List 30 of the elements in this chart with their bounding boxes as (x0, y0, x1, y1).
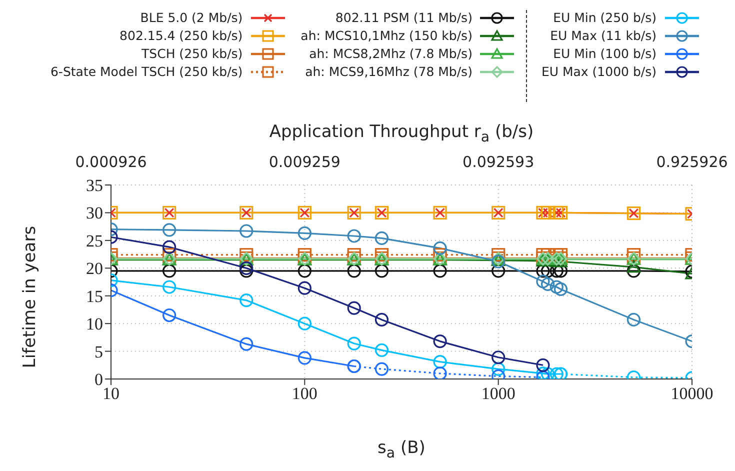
text: 0.000926 (75, 153, 147, 171)
text: 0.009259 (268, 153, 340, 171)
y-tick-label: 35 (86, 176, 103, 196)
x2-axis-title: Application Throughput r$_{a}$ (b/s) (268, 122, 535, 146)
legend-label: EU Min (250 b/s) (553, 10, 656, 25)
legend-label: EU Max (1000 b/s) (541, 64, 656, 79)
x-axis-title: s$_{a}$ (B) (376, 438, 426, 462)
y-tick-label: 5 (94, 342, 103, 362)
x-tick-label: 10000 (670, 384, 714, 404)
legend-label: TSCH (250 kb/s) (142, 46, 243, 61)
legend-label: 6-State Model TSCH (250 kb/s) (50, 64, 243, 79)
y-axis-title: Lifetime in years (20, 226, 40, 368)
x-tick-label: 1000 (481, 384, 516, 404)
y-tick-label: 15 (86, 286, 103, 306)
text: 0.092593 (462, 153, 534, 171)
y-tick-label: 25 (86, 231, 103, 250)
y-tick-label: 20 (86, 259, 103, 278)
legend-label: EU Max (11 kb/s) (550, 28, 656, 43)
legend-label: EU Min (100 b/s) (553, 46, 656, 61)
y-tick-label: 10 (86, 314, 103, 334)
legend-label: ah: MCS8,2Mhz (7.8 Mb/s) (309, 46, 472, 61)
legend-label: ah: MCS10,1Mhz (150 kb/s) (300, 28, 472, 43)
x-tick-label: 100 (292, 384, 318, 404)
legend-label: ah: MCS9,16Mhz (78 Mb/s) (305, 64, 472, 79)
legend-label: 802.15.4 (250 kb/s) (120, 28, 243, 43)
text: 0.925926 (656, 153, 728, 171)
y-tick-label: 30 (86, 204, 103, 223)
legend-label: BLE 5.0 (2 Mb/s) (140, 10, 243, 25)
legend-label: 802.11 PSM (11 Mb/s) (335, 10, 472, 25)
y-tick-label: 0 (94, 370, 103, 390)
